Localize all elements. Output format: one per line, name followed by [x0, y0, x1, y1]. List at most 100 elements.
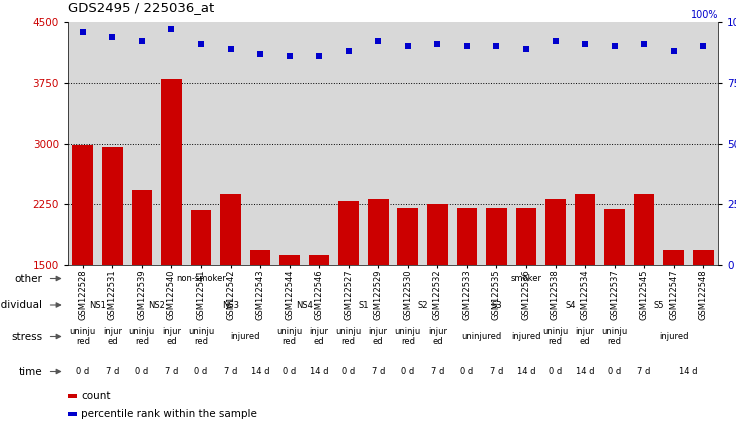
Text: 0 d: 0 d	[608, 367, 621, 376]
Bar	[634, 194, 654, 265]
Point	[431, 40, 443, 48]
Text: 0 d: 0 d	[342, 367, 355, 376]
Text: injur
ed: injur ed	[576, 327, 595, 346]
Point	[668, 48, 679, 55]
Text: injur
ed: injur ed	[369, 327, 388, 346]
Text: uninjured: uninjured	[461, 332, 502, 341]
Bar	[545, 199, 566, 265]
Text: time: time	[18, 366, 42, 377]
Text: uninju
red: uninju red	[336, 327, 362, 346]
Point	[638, 40, 650, 48]
Text: injur
ed: injur ed	[103, 327, 122, 346]
Text: 7 d: 7 d	[165, 367, 178, 376]
Point	[609, 43, 620, 50]
Point	[254, 50, 266, 57]
Point	[136, 38, 148, 45]
Text: 7 d: 7 d	[106, 367, 119, 376]
Text: S4: S4	[565, 301, 576, 309]
Bar	[516, 208, 537, 265]
Text: 7 d: 7 d	[637, 367, 651, 376]
Bar	[486, 208, 507, 265]
Point	[579, 40, 591, 48]
Text: S5: S5	[654, 301, 664, 309]
Point	[343, 48, 355, 55]
Text: S2: S2	[417, 301, 428, 309]
Bar	[663, 250, 684, 265]
Text: NS3: NS3	[222, 301, 239, 309]
Text: other: other	[14, 274, 42, 284]
Bar	[339, 201, 359, 265]
Text: individual: individual	[0, 300, 42, 310]
Text: 0 d: 0 d	[135, 367, 149, 376]
Text: 0 d: 0 d	[283, 367, 296, 376]
Text: uninju
red: uninju red	[542, 327, 569, 346]
Bar	[68, 412, 77, 416]
Text: 0 d: 0 d	[194, 367, 208, 376]
Bar	[220, 194, 241, 265]
Text: injur
ed: injur ed	[428, 327, 447, 346]
Bar	[161, 79, 182, 265]
Text: GDS2495 / 225036_at: GDS2495 / 225036_at	[68, 1, 214, 14]
Text: 14 d: 14 d	[679, 367, 698, 376]
Bar	[102, 147, 123, 265]
Text: 14 d: 14 d	[517, 367, 535, 376]
Text: non-smoker: non-smoker	[176, 274, 226, 283]
Text: uninju
red: uninju red	[188, 327, 214, 346]
Text: uninju
red: uninju red	[601, 327, 628, 346]
Bar	[604, 209, 625, 265]
Point	[195, 40, 207, 48]
Text: uninju
red: uninju red	[129, 327, 155, 346]
Text: 0 d: 0 d	[460, 367, 473, 376]
Text: 7 d: 7 d	[372, 367, 385, 376]
Bar	[68, 394, 77, 398]
Point	[283, 52, 295, 59]
Text: injured: injured	[659, 332, 688, 341]
Point	[490, 43, 502, 50]
Text: count: count	[81, 391, 110, 401]
Text: 14 d: 14 d	[576, 367, 594, 376]
Text: uninju
red: uninju red	[394, 327, 421, 346]
Point	[314, 52, 325, 59]
Text: NS4: NS4	[296, 301, 313, 309]
Text: 100%: 100%	[690, 10, 718, 20]
Point	[166, 26, 177, 33]
Text: injured: injured	[512, 332, 541, 341]
Bar	[279, 255, 300, 265]
Text: 0 d: 0 d	[401, 367, 414, 376]
Point	[224, 45, 236, 52]
Text: 7 d: 7 d	[431, 367, 444, 376]
Bar	[132, 190, 152, 265]
Text: S1: S1	[358, 301, 369, 309]
Text: percentile rank within the sample: percentile rank within the sample	[81, 409, 257, 419]
Point	[461, 43, 473, 50]
Text: injur
ed: injur ed	[162, 327, 181, 346]
Bar	[575, 194, 595, 265]
Bar	[368, 199, 389, 265]
Text: 14 d: 14 d	[251, 367, 269, 376]
Text: NS2: NS2	[148, 301, 165, 309]
Point	[372, 38, 384, 45]
Bar	[456, 208, 477, 265]
Text: injured: injured	[230, 332, 260, 341]
Text: 14 d: 14 d	[310, 367, 328, 376]
Bar	[397, 208, 418, 265]
Text: uninju
red: uninju red	[277, 327, 302, 346]
Bar	[309, 255, 330, 265]
Text: 7 d: 7 d	[224, 367, 237, 376]
Point	[402, 43, 414, 50]
Bar	[693, 250, 714, 265]
Bar	[250, 250, 270, 265]
Point	[550, 38, 562, 45]
Bar	[191, 210, 211, 265]
Text: 0 d: 0 d	[549, 367, 562, 376]
Point	[77, 28, 88, 35]
Text: uninju
red: uninju red	[70, 327, 96, 346]
Text: injur
ed: injur ed	[310, 327, 329, 346]
Text: smoker: smoker	[511, 274, 542, 283]
Point	[520, 45, 532, 52]
Text: 0 d: 0 d	[76, 367, 89, 376]
Point	[107, 33, 118, 40]
Bar	[427, 204, 447, 265]
Text: NS1: NS1	[89, 301, 106, 309]
Text: 7 d: 7 d	[489, 367, 503, 376]
